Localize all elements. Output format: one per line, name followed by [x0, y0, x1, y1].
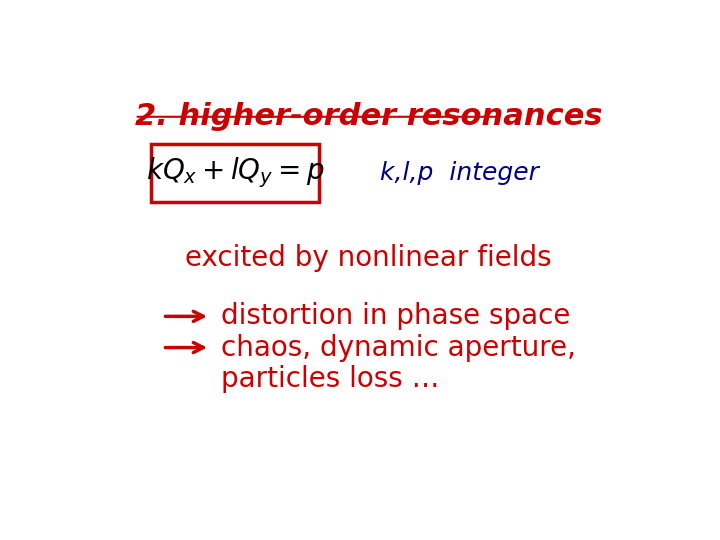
- Text: $kQ_x + lQ_y = p$: $kQ_x + lQ_y = p$: [146, 156, 324, 190]
- FancyBboxPatch shape: [151, 144, 319, 202]
- Text: chaos, dynamic aperture,: chaos, dynamic aperture,: [221, 334, 576, 362]
- Text: 2. higher-order resonances: 2. higher-order resonances: [135, 102, 602, 131]
- Text: k,l,p  integer: k,l,p integer: [380, 161, 539, 185]
- Text: distortion in phase space: distortion in phase space: [221, 302, 570, 330]
- Text: particles loss …: particles loss …: [221, 364, 440, 393]
- Text: excited by nonlinear fields: excited by nonlinear fields: [185, 244, 552, 272]
